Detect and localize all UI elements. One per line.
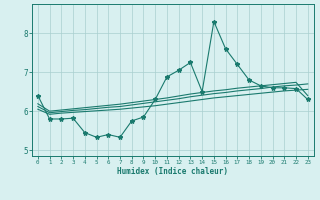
- X-axis label: Humidex (Indice chaleur): Humidex (Indice chaleur): [117, 167, 228, 176]
